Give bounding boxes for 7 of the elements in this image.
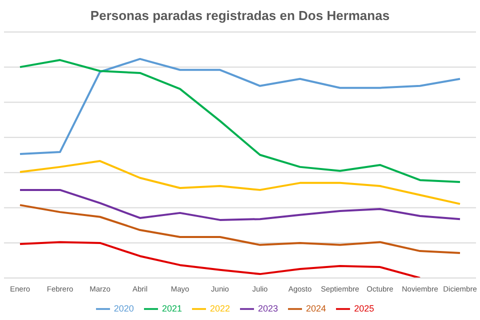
legend-label: 2025 (354, 303, 374, 314)
legend-label: 2020 (114, 303, 134, 314)
legend-label: 2022 (210, 303, 230, 314)
legend-label: 2023 (258, 303, 278, 314)
legend-label: 2024 (306, 303, 326, 314)
legend-label: 2021 (162, 303, 182, 314)
chart-title: Personas paradas registradas en Dos Hermanas (89, 8, 391, 25)
